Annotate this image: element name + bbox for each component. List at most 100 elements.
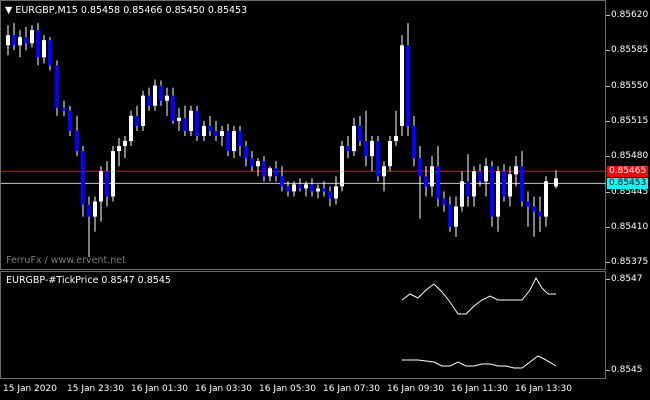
tick-price-line-upper [401, 276, 556, 315]
ohlc-close: 0.85453 [207, 5, 248, 16]
candle-body [123, 141, 127, 147]
candle-body [514, 166, 518, 175]
price-tick: 0.85375 [611, 257, 649, 267]
candle-body [394, 135, 398, 142]
time-tick: 16 Jan 09:30 [387, 384, 444, 394]
candle-body [250, 158, 254, 167]
candle-body [484, 166, 488, 182]
candle-body [376, 141, 380, 177]
candle-body [448, 204, 452, 227]
time-tick: 16 Jan 11:30 [451, 384, 508, 394]
candle-body [412, 125, 416, 159]
candle-body [490, 166, 494, 217]
candle-body [111, 151, 115, 197]
candle-body [93, 201, 97, 217]
candle-body [352, 125, 356, 152]
price-tick: 0.85480 [611, 151, 649, 161]
price-tick: 0.85550 [611, 81, 649, 91]
candle-body [526, 201, 530, 207]
candle-body [117, 146, 121, 152]
candle-body [226, 130, 230, 152]
time-tick: 16 Jan 13:30 [515, 384, 572, 394]
candle-body [406, 45, 410, 126]
candle-body [177, 117, 181, 121]
candle-body [316, 188, 320, 192]
price-tick: 0.85410 [611, 222, 649, 232]
candle-body [189, 110, 193, 131]
candle-body [195, 110, 199, 136]
candle-body [520, 166, 524, 202]
ohlc-open: 0.85458 [80, 5, 121, 16]
candle-body [340, 146, 344, 187]
candle-body [55, 65, 59, 108]
candle-body [159, 85, 163, 101]
candle-body [81, 151, 85, 205]
candle-body [460, 181, 464, 207]
price-tick: 0.85620 [611, 10, 649, 20]
candle-body [75, 130, 79, 152]
candle-body [62, 107, 66, 111]
candle-body [466, 181, 470, 197]
candle-body [532, 206, 536, 212]
candle-body [370, 141, 374, 157]
candle-body [280, 176, 284, 187]
main-price-pane[interactable] [0, 0, 606, 270]
candle-body [454, 206, 458, 227]
candle-body [298, 184, 302, 189]
candle-body [436, 166, 440, 199]
candle-body [400, 45, 404, 126]
time-tick: 15 Jan 2020 [3, 384, 57, 394]
candle-body [68, 110, 72, 131]
candle-body [202, 125, 206, 136]
ohlc-high: 0.85466 [123, 5, 163, 16]
indicator-tick-low: 0.8545 [611, 365, 643, 375]
collapse-triangle-icon[interactable]: ▼ [5, 5, 13, 16]
candle-body [382, 166, 386, 177]
candle-body [262, 161, 266, 177]
candle-body [12, 35, 16, 46]
price-tick: 0.85585 [611, 45, 649, 55]
candle-body [256, 161, 260, 167]
candle-body [48, 40, 52, 66]
candle-body [304, 184, 308, 189]
candle-body [165, 95, 169, 101]
candle-body [18, 37, 22, 46]
candle-body [310, 184, 314, 192]
candle-body [105, 171, 109, 197]
candle-body [508, 174, 512, 197]
ohlc-low: 0.85450 [165, 5, 205, 16]
candle-body [24, 37, 28, 44]
candle-body [129, 115, 133, 142]
candle-body [147, 95, 151, 106]
candle-body [292, 184, 296, 192]
tick-price-line-lower [402, 355, 557, 369]
indicator-pane[interactable] [0, 271, 606, 379]
candle-body [554, 178, 558, 187]
symbol-timeframe: EURGBP,M15 [15, 5, 78, 16]
candle-body [214, 130, 218, 136]
candle-body [208, 125, 212, 131]
time-tick: 16 Jan 01:30 [131, 384, 188, 394]
candle-body [238, 130, 242, 147]
candle-body [322, 188, 326, 192]
candle-body [141, 95, 145, 126]
price-tick: 0.85445 [611, 187, 649, 197]
time-tick: 16 Jan 03:30 [195, 384, 252, 394]
candle-body [268, 168, 272, 177]
candle-body [538, 211, 542, 217]
candle-body [244, 146, 248, 159]
candle-body [472, 171, 476, 197]
current-price-badge: 0.85453 [607, 178, 649, 189]
watermark-text: FerruFx / www.ervent.net [6, 255, 126, 266]
candle-body [274, 168, 278, 177]
price-tick: 0.85515 [611, 116, 649, 126]
candle-body [232, 130, 236, 152]
candle-body [87, 204, 91, 217]
candle-body [502, 171, 506, 197]
candle-body [358, 125, 362, 142]
candle-body [171, 95, 175, 121]
candle-body [418, 158, 422, 177]
candle-body [42, 40, 46, 58]
